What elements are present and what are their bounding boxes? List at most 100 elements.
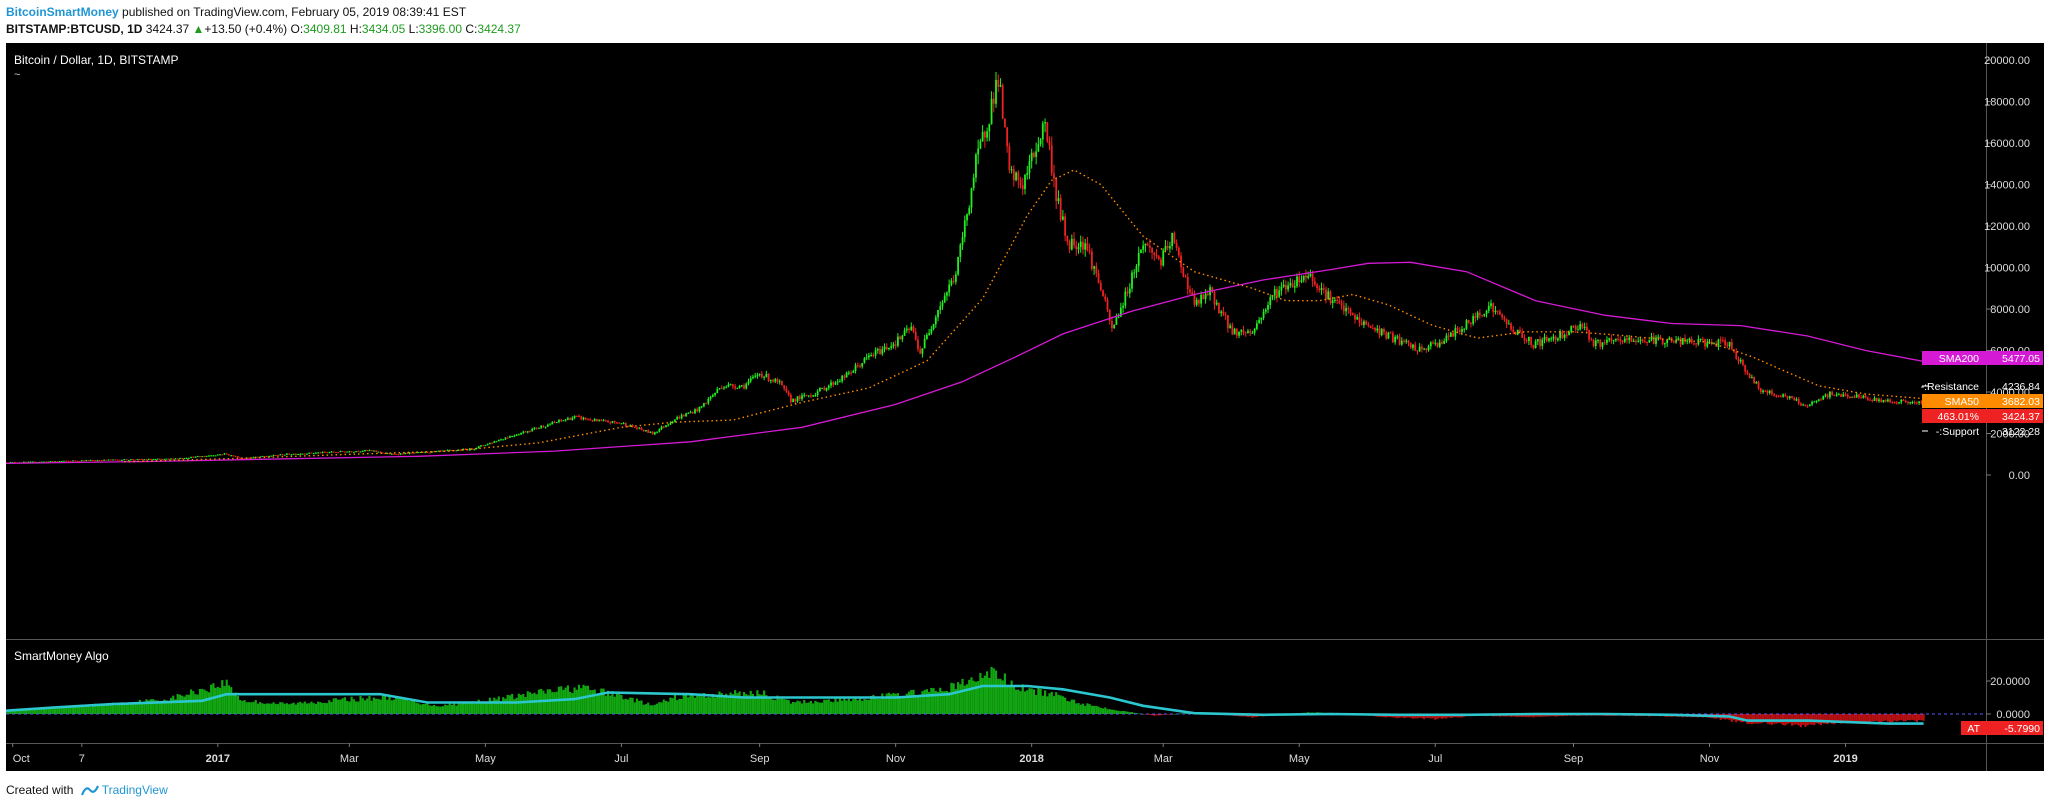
candle — [477, 445, 480, 449]
candle — [558, 418, 560, 424]
algo-bar — [1148, 714, 1151, 716]
algo-bar — [270, 703, 273, 714]
candle — [326, 452, 328, 454]
algo-bar — [187, 694, 190, 714]
candle — [228, 454, 230, 456]
algo-bar — [36, 708, 39, 714]
candle — [1356, 314, 1359, 320]
algo-bar — [1157, 714, 1160, 716]
time-tick-label: Sep — [750, 753, 770, 765]
algo-bar — [1048, 693, 1051, 714]
algo-bar — [604, 695, 607, 714]
algo-bar — [598, 694, 601, 714]
algo-bar — [852, 699, 855, 714]
created-with-text: Created with — [6, 783, 74, 797]
candle — [1753, 376, 1756, 384]
algo-bar — [1093, 705, 1096, 714]
algo-bar — [350, 696, 353, 714]
tradingview-link[interactable]: TradingView — [101, 783, 168, 797]
algo-bar — [263, 703, 266, 714]
candle — [731, 383, 734, 389]
candle — [1528, 336, 1530, 346]
price-chart[interactable]: 0.002000.004000.006000.008000.0010000.00… — [6, 43, 2044, 771]
candle — [665, 425, 667, 428]
algo-bar — [42, 707, 46, 714]
algo-bar — [111, 702, 115, 714]
candle — [1235, 327, 1238, 339]
candle — [1478, 309, 1481, 319]
candle — [1445, 333, 1448, 343]
candle — [1385, 330, 1388, 341]
algo-bar — [1516, 714, 1519, 718]
candle — [96, 459, 99, 462]
candle — [181, 457, 184, 460]
algo-bar — [129, 704, 132, 714]
candle — [65, 460, 68, 462]
candle — [1131, 270, 1133, 293]
algo-bar — [185, 694, 188, 714]
candle — [1775, 394, 1778, 398]
candle — [248, 457, 250, 459]
algo-bar — [38, 708, 41, 714]
algo-bar — [265, 703, 268, 714]
algo-bar — [91, 704, 95, 714]
author-link[interactable]: BitcoinSmartMoney — [6, 5, 119, 19]
candle — [25, 461, 27, 463]
algo-bar — [174, 699, 177, 714]
algo-bar — [1846, 714, 1849, 724]
candle — [1017, 170, 1020, 189]
algo-bar — [725, 693, 728, 714]
candle — [1744, 364, 1747, 375]
candle — [1171, 232, 1174, 250]
candle — [493, 440, 496, 443]
algo-bar — [22, 708, 25, 714]
candle — [426, 451, 429, 454]
algo-bar — [778, 698, 781, 714]
candle — [1552, 333, 1555, 342]
algo-bar — [1124, 711, 1127, 714]
candle — [847, 370, 850, 376]
candle — [321, 451, 324, 454]
algo-bar — [310, 701, 313, 714]
candle — [1490, 299, 1492, 309]
algo-bar — [272, 702, 275, 714]
candle — [1427, 344, 1430, 352]
algo-bar — [903, 696, 906, 714]
algo-bar — [1072, 699, 1076, 714]
candle — [1280, 282, 1283, 296]
algo-bar — [158, 700, 161, 714]
algo-bar — [123, 702, 126, 714]
candle — [656, 431, 658, 434]
candle — [836, 378, 839, 386]
algo-bar — [696, 695, 699, 714]
candle — [1726, 342, 1729, 349]
algo-bar — [985, 671, 989, 714]
candle — [1637, 337, 1640, 343]
algo-bar — [979, 672, 982, 714]
candle — [1226, 314, 1229, 333]
algo-bar — [1766, 714, 1769, 724]
algo-bar — [1833, 714, 1836, 725]
algo-bar — [1913, 714, 1916, 721]
algo-bar — [453, 703, 456, 714]
candle — [1104, 293, 1107, 302]
candle — [1111, 316, 1113, 332]
candle — [114, 459, 117, 461]
support-price-tag: -:Support 3122.28 — [1922, 426, 2040, 438]
candle — [1387, 331, 1390, 340]
algo-bar — [950, 682, 953, 714]
candle — [172, 458, 175, 460]
candle — [415, 451, 418, 454]
algo-bar — [825, 699, 828, 714]
algo-bar — [415, 702, 418, 714]
last-price-price-tag: 463.01% 3424.37 — [1922, 409, 2043, 423]
candle — [872, 352, 875, 358]
candle — [1180, 252, 1182, 274]
algo-bar — [863, 698, 866, 714]
candle — [816, 389, 819, 398]
candle — [352, 451, 355, 453]
algo-bar — [1142, 714, 1145, 715]
algo-bar — [410, 700, 413, 714]
algo-bar — [977, 681, 980, 714]
candle — [1273, 285, 1276, 301]
